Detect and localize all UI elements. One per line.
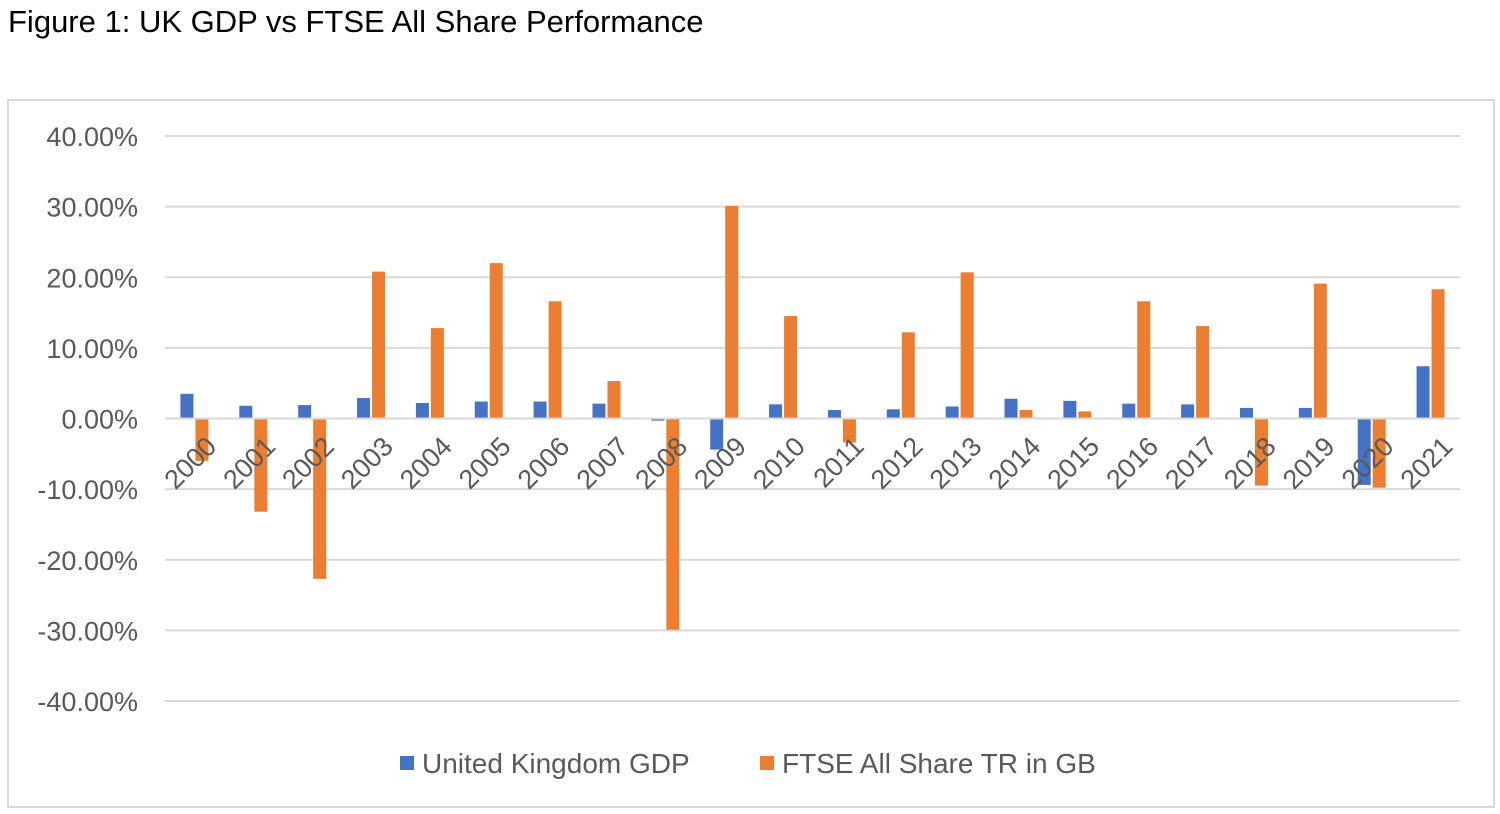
gdp-bar-2004 [415,402,429,419]
ftse-bar-2012 [901,332,915,419]
ftse-bar-2013 [960,272,974,419]
x-tick-label: 2013 [924,431,988,495]
legend: United Kingdom GDP FTSE All Share TR in G… [400,748,1096,779]
gdp-bar-2011 [827,410,841,419]
x-tick-label: 2004 [394,431,458,495]
gdp-bar-2016 [1122,403,1136,419]
gdp-bar-2015 [1063,400,1077,419]
gdp-bar-2021 [1416,366,1430,419]
x-tick-label: 2009 [688,431,752,495]
legend-label: FTSE All Share TR in GB [782,748,1096,779]
x-tick-label: 2005 [453,431,517,495]
ftse-bar-2014 [1019,410,1033,419]
y-tick-label: 40.00% [46,122,138,152]
x-tick-label: 2020 [1336,431,1400,495]
gdp-bar-2001 [239,405,253,419]
gdp-bar-2000 [180,393,194,419]
ftse-bar-2003 [372,271,386,419]
x-tick-label: 2012 [865,431,929,495]
y-axis-ticks: 40.00% 30.00% 20.00% 10.00% 0.00% -10.00% -20.… [37,122,138,717]
ftse-bar-2007 [607,381,621,419]
x-tick-label: 2002 [276,431,340,495]
gdp-bar-2019 [1298,407,1312,419]
gdp-bar-2012 [886,409,900,419]
y-tick-label: 0.00% [61,405,138,435]
ftse-bar-2018 [1254,418,1268,486]
ftse-bar-2020 [1372,418,1386,488]
x-tick-label: 2011 [807,431,869,493]
ftse-bar-2011 [842,418,856,443]
legend-label: United Kingdom GDP [422,748,690,779]
y-tick-label: 20.00% [46,263,138,293]
gdp-bar-2020 [1357,418,1371,485]
x-tick-label: 2008 [629,431,693,495]
ftse-bar-2006 [548,301,562,419]
legend-swatch [400,756,414,770]
ftse-bar-2000 [195,418,209,461]
x-tick-label: 2018 [1218,431,1282,495]
ftse-bar-2016 [1137,301,1151,419]
x-tick-label: 2015 [1042,431,1106,495]
gdp-bar-2017 [1181,404,1195,419]
y-tick-label: -30.00% [37,616,138,646]
x-tick-label: 2016 [1100,431,1164,495]
gdp-bar-2005 [474,401,488,419]
ftse-bar-2021 [1431,289,1445,419]
gdp-bar-2010 [769,404,783,419]
ftse-bar-2002 [313,418,327,579]
y-tick-label: -20.00% [37,546,138,576]
y-tick-label: -40.00% [37,687,138,717]
gdp-bar-2007 [592,403,606,419]
gdp-bar-2009 [710,418,724,450]
x-tick-label: 2021 [1395,431,1459,495]
y-tick-label: 10.00% [46,334,138,364]
y-tick-label: 30.00% [46,193,138,223]
gdp-bar-2014 [1004,398,1018,419]
x-tick-label: 2010 [747,431,811,495]
gdp-bar-2002 [298,405,312,419]
gdp-bar-2013 [945,406,959,419]
ftse-bar-2004 [430,328,444,419]
bars [180,205,1445,630]
y-tick-label: -10.00% [37,475,138,505]
ftse-bar-2001 [254,418,268,512]
x-tick-label: 2006 [512,431,576,495]
x-tick-label: 2001 [217,431,281,495]
ftse-bar-2009 [725,205,739,419]
ftse-bar-2005 [489,263,503,419]
ftse-bar-2008 [666,418,680,630]
gdp-bar-2006 [533,401,547,419]
gdp-bar-2008 [651,418,665,421]
gdp-bar-2003 [357,398,371,419]
figure-title: Figure 1: UK GDP vs FTSE All Share Perfo… [8,4,704,39]
x-tick-label: 2017 [1159,431,1223,495]
x-tick-label: 2007 [571,431,635,495]
legend-swatch [760,756,774,770]
gdp-bar-2018 [1239,407,1253,419]
x-tick-label: 2000 [159,431,223,495]
x-tick-label: 2019 [1277,431,1341,495]
gridlines [165,135,1460,702]
ftse-bar-2010 [784,316,798,419]
x-tick-label: 2003 [335,431,399,495]
ftse-bar-2017 [1196,325,1210,419]
ftse-bar-2019 [1313,283,1327,419]
x-tick-label: 2014 [983,431,1047,495]
ftse-bar-2015 [1078,411,1092,419]
